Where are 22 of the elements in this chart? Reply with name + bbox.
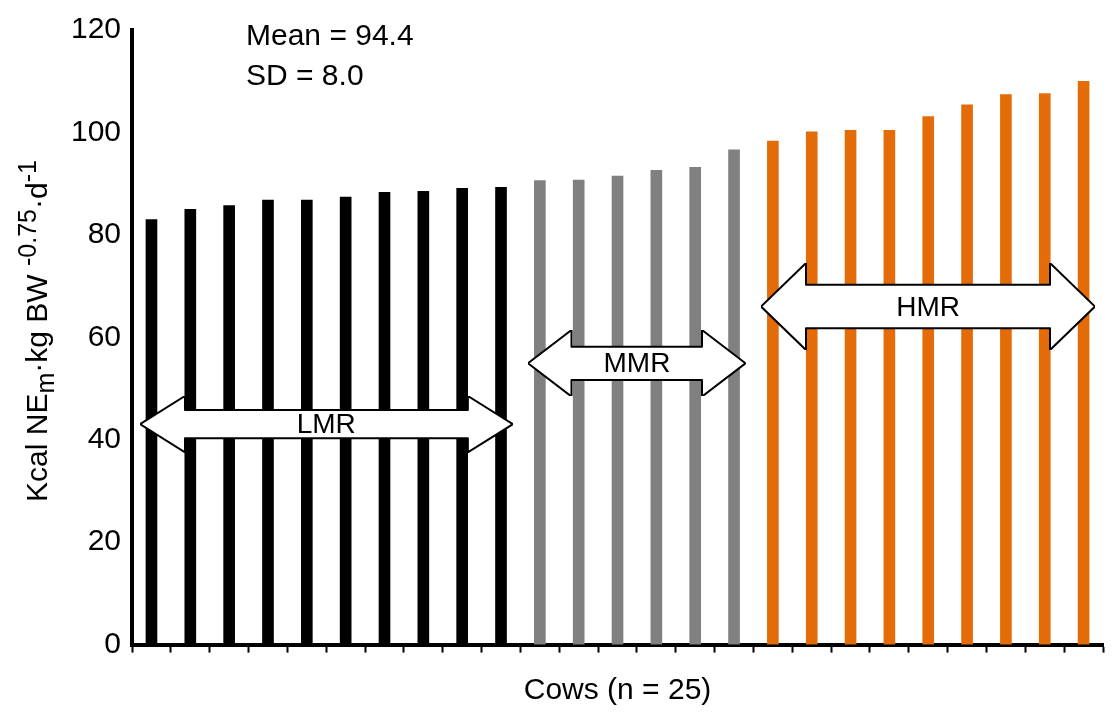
y-tick-label: 100 — [70, 113, 122, 147]
annotation: LMR — [295, 407, 357, 442]
x-axis-title: Cows (n = 25) — [523, 672, 712, 706]
bar — [689, 166, 702, 645]
y-tick-label: 0 — [104, 625, 122, 659]
bar — [572, 179, 585, 645]
annotation: SD = 8.0 — [246, 58, 364, 92]
annotation: Mean = 94.4 — [246, 18, 414, 52]
bar — [1077, 80, 1090, 645]
bar — [1038, 93, 1051, 645]
y-tick-label: 40 — [87, 421, 122, 454]
annotation: MMR — [602, 345, 672, 380]
annotation: HMR — [895, 289, 962, 324]
bar — [728, 149, 740, 645]
y-tick-label: 120 — [70, 11, 122, 45]
bar — [805, 131, 818, 645]
bar — [1000, 94, 1012, 645]
bar — [534, 180, 546, 645]
y-tick-label: 60 — [87, 318, 122, 352]
y-tick-label: 20 — [87, 523, 122, 557]
bar — [767, 140, 779, 645]
y-tick-label: 80 — [87, 216, 122, 250]
